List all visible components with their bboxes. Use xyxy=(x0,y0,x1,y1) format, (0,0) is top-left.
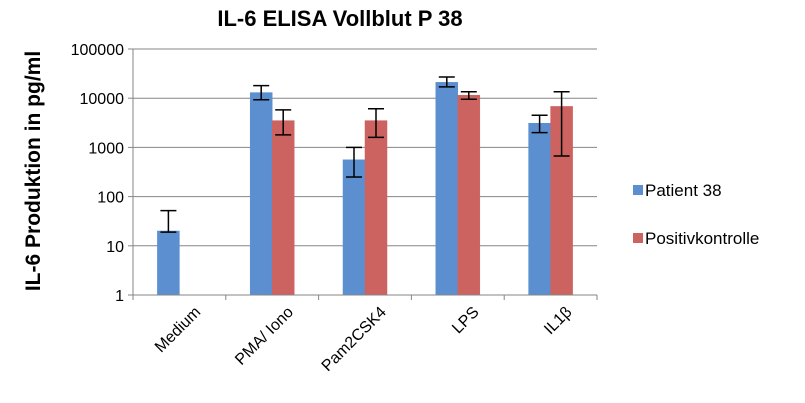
tick-labels: 1 10 100 1000 10000 100000 Medium PMA/ Iono Pam2… xyxy=(71,42,576,375)
legend-label: Patient 38 xyxy=(645,181,722,200)
y-tick-label: 10 xyxy=(106,239,124,256)
legend-label: Positivkontrolle xyxy=(645,229,759,248)
x-tick-label: PMA/ Iono xyxy=(232,304,297,369)
y-tick-label: 10000 xyxy=(80,91,125,108)
legend-swatch xyxy=(633,185,643,195)
legend: Patient 38 Positivkontrolle xyxy=(633,181,759,248)
y-axis-label: IL-6 Produktion in pg/ml xyxy=(22,51,45,291)
y-tick-label: 100000 xyxy=(71,42,124,59)
y-tick-label: 1 xyxy=(115,288,124,305)
x-tick-label: Pam2CSK4 xyxy=(319,304,390,375)
bar xyxy=(157,231,179,295)
x-tick-label: IL1β xyxy=(541,304,575,338)
bar xyxy=(343,160,365,295)
bar xyxy=(365,121,387,295)
legend-swatch xyxy=(633,233,643,243)
chart-title: IL-6 ELISA Vollblut P 38 xyxy=(217,6,462,31)
bar xyxy=(436,82,458,295)
bar xyxy=(272,121,294,295)
bar xyxy=(250,93,272,295)
bar xyxy=(458,95,480,295)
x-tick-label: LPS xyxy=(449,304,482,337)
bars xyxy=(157,82,572,295)
x-tick-label: Medium xyxy=(152,304,204,356)
bar xyxy=(529,123,551,295)
y-tick-label: 1000 xyxy=(88,140,124,157)
y-tick-label: 100 xyxy=(97,190,124,207)
